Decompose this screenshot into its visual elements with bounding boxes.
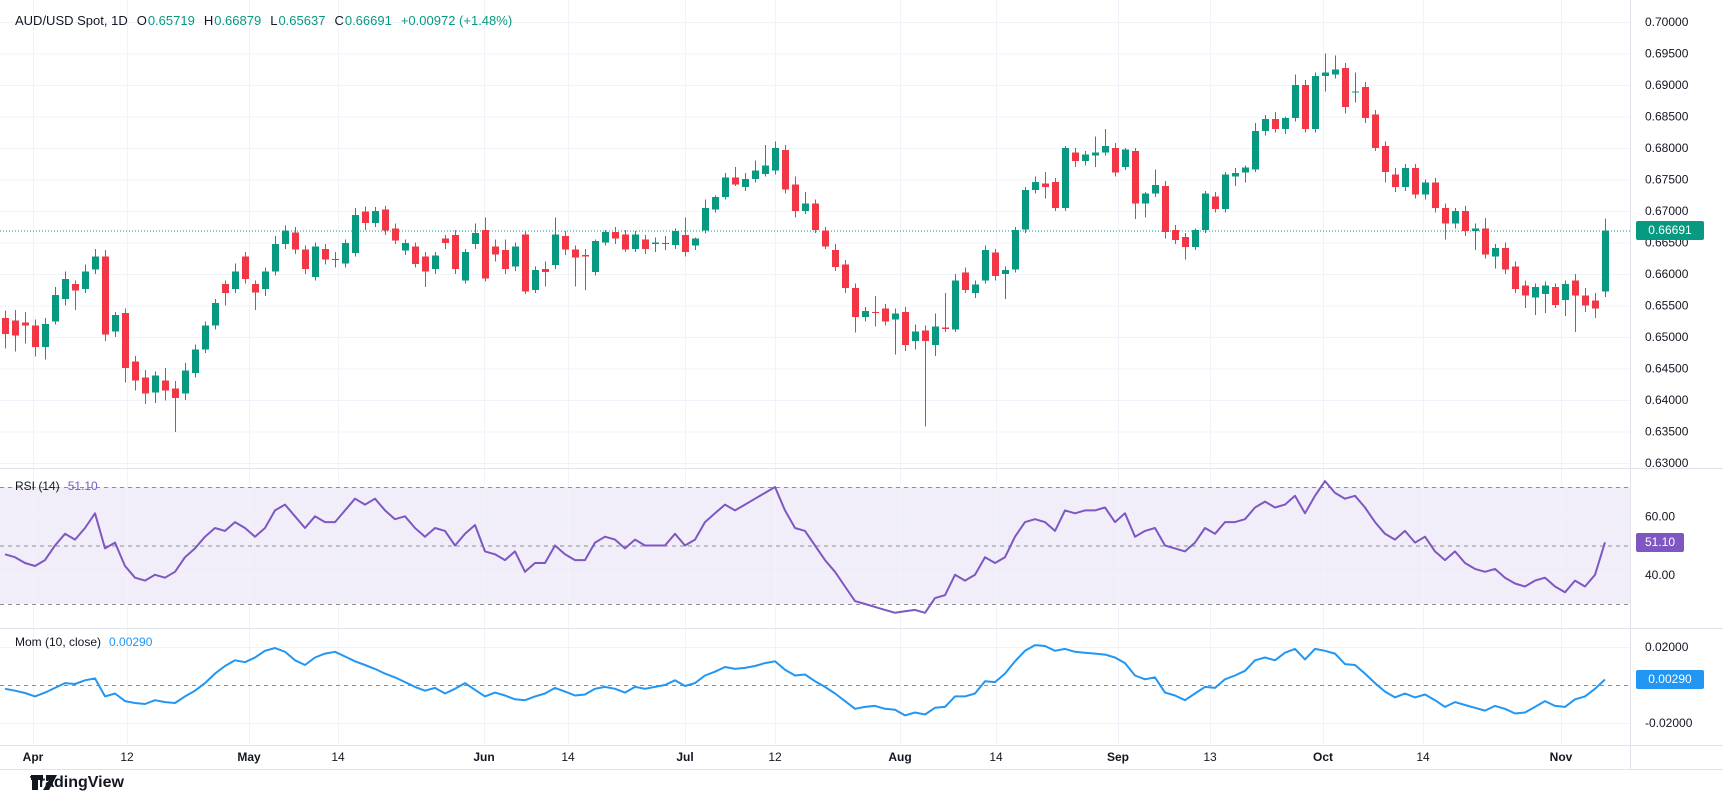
low-value: L 0.65637 [270,13,326,28]
svg-text:0.65000: 0.65000 [1645,330,1689,344]
time-axis[interactable]: Apr 12 May 14 Jun 14 Jul 12 Aug 14 Sep 13 Oct 14 Nov [23,750,1573,764]
svg-text:13: 13 [1203,750,1217,764]
candlestick-series [2,53,1609,433]
svg-text:-0.02000: -0.02000 [1645,716,1693,730]
svg-text:May: May [237,750,261,764]
rsi-axis-badge: 51.10 [1636,533,1684,552]
rsi-line [4,480,1606,614]
rsi-pane-title: RSI (14) 51.10 [15,479,98,493]
svg-text:0.67000: 0.67000 [1645,204,1689,218]
svg-text:0.64500: 0.64500 [1645,362,1689,376]
svg-text:Jul: Jul [676,750,693,764]
pane-separators [0,0,1723,770]
change-value: +0.00972 (+1.48%) [400,13,513,28]
svg-text:60.00: 60.00 [1645,509,1675,523]
svg-text:Sep: Sep [1107,750,1129,764]
svg-text:Aug: Aug [888,750,911,764]
svg-text:12: 12 [768,750,782,764]
svg-text:14: 14 [331,750,345,764]
rsi-title[interactable]: RSI (14) [15,479,60,493]
svg-text:0.02000: 0.02000 [1645,640,1689,654]
gridlines [0,0,1630,745]
high-value: H 0.66879 [203,13,262,28]
svg-text:12: 12 [120,750,134,764]
momentum-line [4,644,1606,717]
mom-pane-title: Mom (10, close) 0.00290 [15,635,152,649]
price-axis[interactable]: 0.70000 0.69500 0.69000 0.68500 0.68000 0.675… [1645,15,1693,730]
svg-text:Jun: Jun [473,750,494,764]
symbol-title[interactable]: AUD/USD Spot, 1D [15,13,128,28]
mom-axis-badge: 0.00290 [1636,670,1704,689]
rsi-value: 51.10 [67,479,98,493]
mom-title[interactable]: Mom (10, close) [15,635,102,649]
svg-text:0.69000: 0.69000 [1645,78,1689,92]
svg-text:Nov: Nov [1550,750,1573,764]
svg-text:14: 14 [561,750,575,764]
svg-text:0.65500: 0.65500 [1645,299,1689,313]
svg-text:0.70000: 0.70000 [1645,15,1689,29]
svg-text:0.66000: 0.66000 [1645,267,1689,281]
svg-text:Apr: Apr [23,750,44,764]
svg-text:0.63500: 0.63500 [1645,425,1689,439]
svg-text:0.69500: 0.69500 [1645,47,1689,61]
mom-value: 0.00290 [109,635,153,649]
svg-text:14: 14 [1416,750,1430,764]
svg-text:0.68500: 0.68500 [1645,110,1689,124]
svg-text:Oct: Oct [1313,750,1333,764]
svg-text:0.64000: 0.64000 [1645,393,1689,407]
svg-text:0.68000: 0.68000 [1645,141,1689,155]
tradingview-logo[interactable]: TradingView [30,774,124,792]
tradingview-logo-icon [31,775,57,790]
symbol-header: AUD/USD Spot, 1D O 0.65719 H 0.66879 L 0… [15,13,512,28]
svg-text:40.00: 40.00 [1645,568,1675,582]
svg-text:0.63000: 0.63000 [1645,456,1689,470]
price-axis-badge: 0.66691 [1636,221,1704,240]
close-value: C 0.66691 [334,13,392,28]
svg-text:14: 14 [989,750,1003,764]
svg-text:0.67500: 0.67500 [1645,173,1689,187]
open-value: O 0.65719 [136,13,195,28]
